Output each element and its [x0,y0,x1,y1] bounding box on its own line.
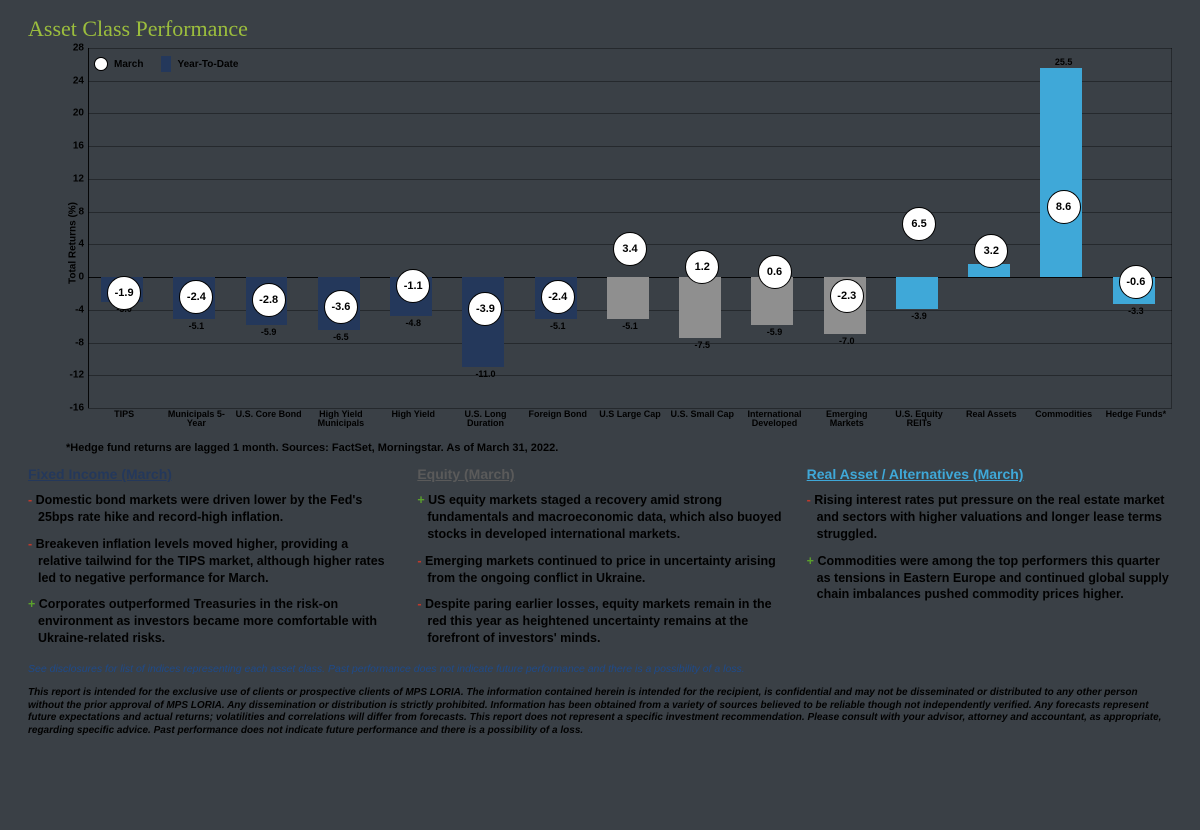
march-marker: -3.9 [468,292,502,326]
ytd-bar [896,277,938,309]
commentary-bullet: - Rising interest rates put pressure on … [807,492,1172,543]
march-marker: -1.1 [396,269,430,303]
march-marker: -0.6 [1119,265,1153,299]
ytd-bar [1040,68,1082,277]
real-alt-column: Real Asset / Alternatives (March) - Risi… [807,466,1172,657]
x-axis-label: Municipals 5-Year [160,410,232,429]
ytd-value-label: -7.0 [811,336,883,346]
march-marker: -2.3 [830,279,864,313]
march-marker: 1.2 [685,250,719,284]
x-axis-label: Foreign Bond [522,410,594,419]
equity-column: Equity (March) + US equity markets stage… [417,466,782,657]
ytd-bar [679,277,721,338]
x-axis-label: U.S. Small Cap [666,410,738,419]
ytd-value-label: -3.3 [1100,306,1172,316]
x-axis-label: High Yield Municipals [305,410,377,429]
march-marker: 3.4 [613,232,647,266]
ytd-value-label: -11.0 [449,369,521,379]
march-marker: -3.6 [324,290,358,324]
x-axis-label: U.S. Core Bond [233,410,305,419]
ytd-value-label: -7.5 [666,340,738,350]
ytd-value-label: -3.9 [883,311,955,321]
x-axis-label: Real Assets [955,410,1027,419]
bar-slot: -3.9 6.5 [883,48,955,408]
march-marker: -2.4 [179,280,213,314]
bar-slot: 1.63.2 [955,48,1027,408]
legend-marker-icon [94,57,108,71]
ytd-value-label: -4.8 [377,318,449,328]
fixed-income-column: Fixed Income (March) - Domestic bond mar… [28,466,393,657]
march-marker: 0.6 [758,255,792,289]
bar-slot: -5.1 -2.4 [522,48,594,408]
ytd-value-label: -5.9 [233,327,305,337]
fine-print: This report is intended for the exclusiv… [28,687,1172,737]
bar-slot: -5.9 0.6 [738,48,810,408]
bar-slot: -11.0 -3.9 [449,48,521,408]
bar-slot: -3.0-1.9 [88,48,160,408]
bar-slot: -7.5 1.2 [666,48,738,408]
fixed-income-title: Fixed Income (March) [28,466,393,482]
x-axis-label: U.S. Equity REITs [883,410,955,429]
x-axis-label: Commodities [1027,410,1099,419]
bar-slot: -7.0 -2.3 [811,48,883,408]
ytd-value-label: -5.9 [738,327,810,337]
march-marker: 6.5 [902,207,936,241]
commentary-bullet: + Corporates outperformed Treasuries in … [28,596,393,647]
x-axis-label: TIPS [88,410,160,419]
ytd-value-label: 25.5 [1027,57,1099,67]
commentary-bullet: + Commodities were among the top perform… [807,553,1172,604]
bar-slot: -5.1 3.4 [594,48,666,408]
x-axis-label: Hedge Funds* [1100,410,1172,419]
chart-legend: March Year-To-Date [94,56,238,72]
chart-plot: -16-12-8-40481216202428-3.0-1.9-5.1-2.4-… [88,48,1172,408]
commentary-bullet: + US equity markets staged a recovery am… [417,492,782,543]
commentary-bullet: - Breakeven inflation levels moved highe… [28,536,393,587]
march-marker: -2.8 [252,283,286,317]
bar-slot: 25.5 8.6 [1027,48,1099,408]
commentary-bullet: - Domestic bond markets were driven lowe… [28,492,393,526]
march-marker: -1.9 [107,276,141,310]
bar-slot: -4.8 -1.1 [377,48,449,408]
x-axis-label: International Developed [738,410,810,429]
legend-march: March [94,57,143,71]
equity-title: Equity (March) [417,466,782,482]
legend-ytd: Year-To-Date [161,56,238,72]
page-title: Asset Class Performance [28,16,1172,42]
ytd-bar [607,277,649,319]
x-axis-label: U.S Large Cap [594,410,666,419]
commentary-bullet: - Emerging markets continued to price in… [417,553,782,587]
x-axis-labels: TIPSMunicipals 5-YearU.S. Core BondHigh … [88,408,1172,438]
bar-slot: -6.5 -3.6 [305,48,377,408]
asset-performance-chart: Total Returns (%) -16-12-8-4048121620242… [64,48,1172,438]
disclosure-note: See disclosures for list of indices repr… [28,663,1172,675]
ytd-value-label: -5.1 [522,321,594,331]
legend-ytd-label: Year-To-Date [177,59,238,70]
ytd-value-label: -5.1 [160,321,232,331]
ytd-value-label: -6.5 [305,332,377,342]
legend-march-label: March [114,59,143,70]
real-alt-title: Real Asset / Alternatives (March) [807,466,1172,482]
march-marker: 8.6 [1047,190,1081,224]
commentary-bullet: - Despite paring earlier losses, equity … [417,596,782,647]
march-marker: -2.4 [541,280,575,314]
legend-bar-icon [161,56,171,72]
commentary-row: Fixed Income (March) - Domestic bond mar… [28,466,1172,657]
x-axis-label: U.S. Long Duration [449,410,521,429]
x-axis-label: Emerging Markets [811,410,883,429]
bar-slot: -5.1 -2.4 [160,48,232,408]
bar-slot: -5.9 -2.8 [233,48,305,408]
bar-slot: -3.3 -0.6 [1100,48,1172,408]
chart-footnote: *Hedge fund returns are lagged 1 month. … [66,442,1172,454]
ytd-value-label: -5.1 [594,321,666,331]
march-marker: 3.2 [974,234,1008,268]
x-axis-label: High Yield [377,410,449,419]
